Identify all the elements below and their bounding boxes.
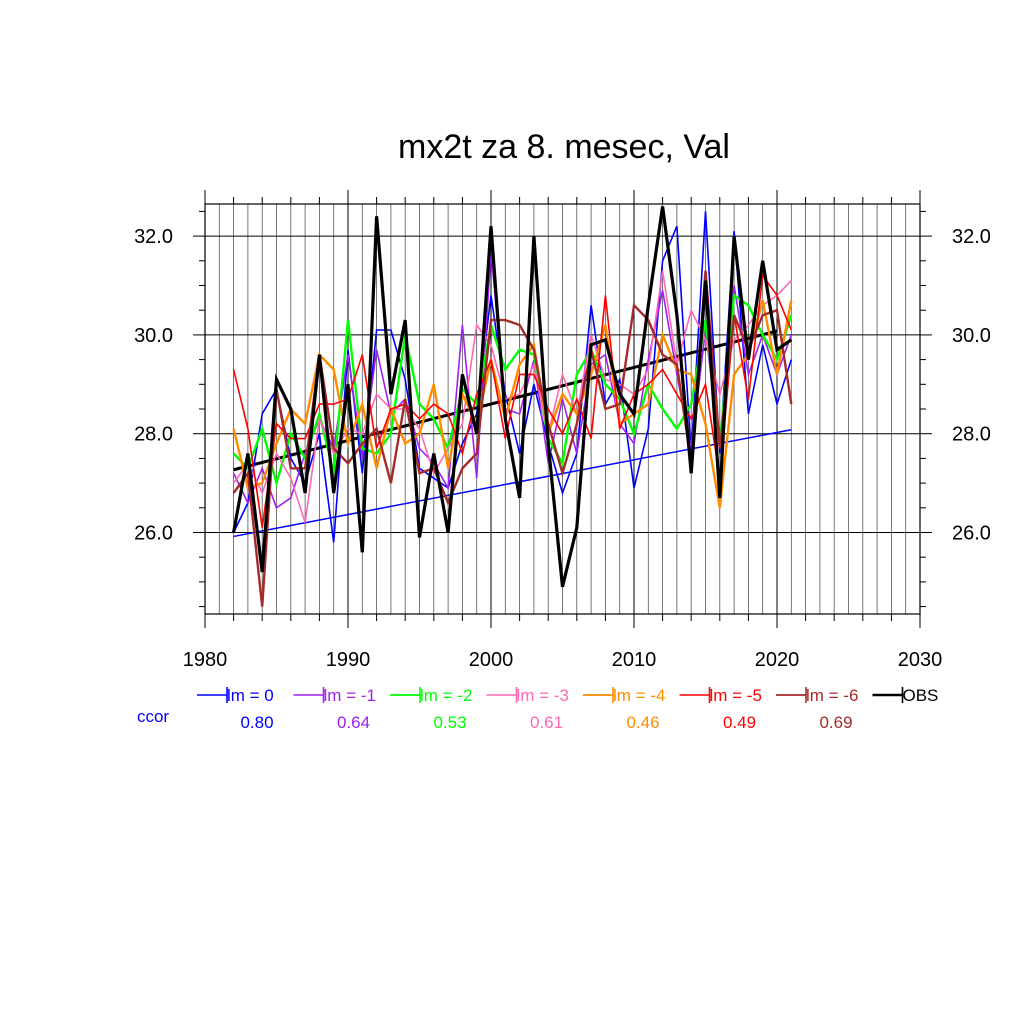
ccor-value: 0.49: [723, 713, 756, 732]
series-line: [232, 206, 793, 588]
y-tick-label-right: 32.0: [952, 226, 991, 248]
y-tick-label-right: 26.0: [952, 522, 991, 544]
ccor-title: ccor: [137, 707, 169, 726]
legend-label: lm = -2: [420, 686, 472, 705]
y-tick-label: 30.0: [134, 325, 173, 347]
legend-label: lm = 0: [227, 686, 274, 705]
ccor-value: 0.64: [337, 713, 370, 732]
x-tick-label: 2000: [469, 649, 514, 671]
x-tick-label: 2010: [612, 649, 657, 671]
legend-label: lm = -1: [324, 686, 376, 705]
y-tick-label: 28.0: [134, 424, 173, 446]
x-tick-label: 1980: [183, 649, 228, 671]
legend-label: OBS: [903, 686, 939, 705]
legend-label: lm = -5: [710, 686, 762, 705]
x-tick-label: 2020: [755, 649, 800, 671]
legend: lm = 0 0.80 lm = -1 0.64 lm = -2 0.53 lm = -3 0…: [137, 686, 938, 732]
ccor-value: 0.46: [626, 713, 659, 732]
y-tick-label: 32.0: [134, 226, 173, 248]
ccor-value: 0.61: [530, 713, 563, 732]
y-tick-label-right: 30.0: [952, 325, 991, 347]
series-line: [232, 299, 793, 509]
series-line: [232, 211, 793, 543]
x-tick-label: 1990: [326, 649, 371, 671]
legend-label: lm = -4: [613, 686, 665, 705]
ccor-value: 0.53: [433, 713, 466, 732]
y-tick-label: 26.0: [134, 522, 173, 544]
plot-area: 26.0 26.0 28.0 28.0 30.0 30.0 32.0 32.0 1980 1990…: [134, 190, 991, 671]
plot-frame: [204, 203, 921, 615]
trend-line: [233, 429, 792, 538]
ccor-value: 0.69: [819, 713, 852, 732]
y-tick-label-right: 28.0: [952, 424, 991, 446]
legend-label: lm = -3: [517, 686, 569, 705]
chart-title: mx2t za 8. mesec, Val: [398, 128, 730, 166]
legend-label: lm = -6: [806, 686, 858, 705]
ccor-value: 0.80: [240, 713, 273, 732]
x-tick-label: 2030: [898, 649, 943, 671]
